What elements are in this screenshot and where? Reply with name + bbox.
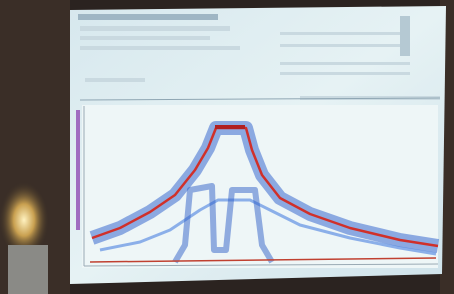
photo [0, 0, 454, 294]
wall-pattern [8, 245, 48, 294]
color-scale [76, 110, 80, 230]
